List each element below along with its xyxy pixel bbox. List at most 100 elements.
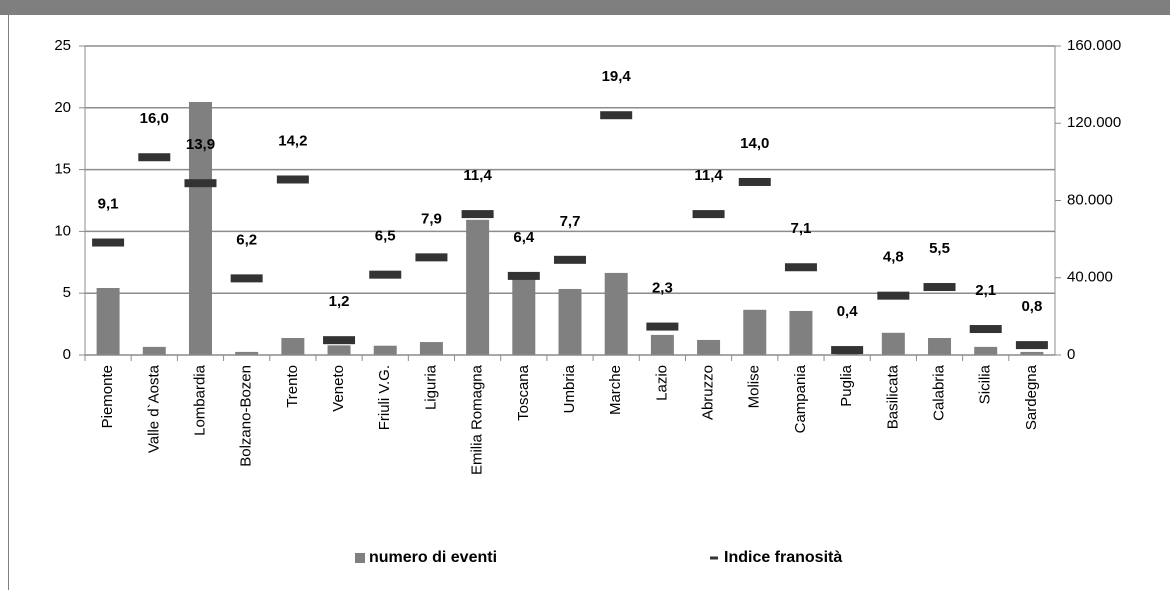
data-label: 7,9 bbox=[421, 210, 442, 227]
bar bbox=[188, 102, 212, 355]
marker bbox=[507, 271, 540, 280]
data-label: 19,4 bbox=[602, 68, 632, 85]
data-label: 4,8 bbox=[883, 249, 904, 266]
x-tick-label: Bolzano-Bozen bbox=[238, 365, 255, 467]
x-tick-label: Valle d`Aosta bbox=[145, 364, 162, 453]
legend-label: numero di eventi bbox=[369, 549, 497, 566]
marker bbox=[1015, 341, 1048, 350]
marker bbox=[646, 322, 679, 331]
x-tick-label: Basilicata bbox=[884, 364, 901, 429]
x-tick-label: Liguria bbox=[422, 364, 439, 410]
x-tick-label: Campania bbox=[792, 364, 809, 433]
x-tick-label: Piemonte bbox=[99, 365, 116, 428]
marker bbox=[877, 291, 910, 300]
data-label: 6,5 bbox=[375, 228, 396, 245]
marker bbox=[369, 270, 402, 279]
bar bbox=[466, 219, 490, 355]
legend-swatch bbox=[710, 556, 718, 560]
bar bbox=[142, 346, 166, 355]
x-tick-label: Friuli V.G. bbox=[376, 365, 393, 430]
y-tick-label: 10 bbox=[54, 222, 71, 239]
data-label: 5,5 bbox=[929, 240, 950, 257]
data-label: 2,1 bbox=[975, 282, 996, 299]
x-tick-label: Toscana bbox=[515, 364, 532, 421]
y-tick-label: 15 bbox=[54, 161, 71, 178]
x-tick-label: Marche bbox=[607, 365, 624, 415]
x-tick-label: Emilia Romagna bbox=[469, 364, 486, 475]
bar bbox=[743, 309, 767, 355]
legend-label: Indice franosità bbox=[724, 549, 842, 566]
bar bbox=[789, 310, 813, 355]
bar bbox=[96, 287, 120, 355]
marker bbox=[831, 346, 864, 355]
data-label: 14,0 bbox=[740, 135, 769, 152]
bar bbox=[650, 334, 674, 355]
marker bbox=[600, 111, 633, 120]
bar bbox=[327, 345, 351, 355]
x-tick-label: Umbria bbox=[561, 364, 578, 413]
marker bbox=[184, 179, 217, 188]
data-label: 11,4 bbox=[694, 167, 723, 184]
x-tick-label: Puglia bbox=[838, 364, 855, 406]
marker bbox=[92, 238, 125, 247]
marker bbox=[230, 274, 263, 283]
bar bbox=[974, 346, 998, 355]
marker bbox=[923, 283, 956, 292]
bar bbox=[604, 272, 628, 355]
marker bbox=[323, 336, 356, 345]
y2-tick-label: 160.000 bbox=[1067, 37, 1121, 54]
marker bbox=[276, 175, 309, 184]
bar bbox=[281, 338, 305, 355]
data-label: 11,4 bbox=[463, 167, 492, 184]
bar bbox=[419, 342, 443, 355]
data-label: 13,9 bbox=[186, 136, 215, 153]
x-tick-label: Calabria bbox=[930, 364, 947, 421]
marker bbox=[461, 210, 494, 219]
y2-tick-label: 40.000 bbox=[1067, 269, 1113, 286]
data-label: 1,2 bbox=[329, 293, 350, 310]
bar bbox=[512, 275, 536, 355]
bar bbox=[881, 332, 905, 355]
y-tick-label: 5 bbox=[63, 284, 71, 301]
x-tick-label: Lombardia bbox=[191, 364, 208, 436]
bar bbox=[1020, 351, 1044, 355]
marker bbox=[738, 177, 771, 186]
bar bbox=[235, 351, 259, 355]
data-label: 2,3 bbox=[652, 280, 673, 297]
x-tick-label: Molise bbox=[746, 365, 763, 408]
data-label: 7,1 bbox=[791, 220, 812, 237]
marker bbox=[554, 255, 586, 264]
data-label: 6,4 bbox=[513, 229, 535, 246]
x-tick-label: Sardegna bbox=[1023, 364, 1040, 430]
data-label: 0,8 bbox=[1021, 298, 1042, 315]
x-tick-label: Veneto bbox=[330, 365, 347, 412]
x-tick-label: Lazio bbox=[653, 365, 670, 401]
y2-tick-label: 0 bbox=[1067, 346, 1075, 363]
y2-tick-label: 80.000 bbox=[1067, 191, 1113, 208]
marker bbox=[692, 210, 725, 219]
x-tick-label: Sicilia bbox=[977, 364, 994, 404]
data-label: 16,0 bbox=[140, 110, 169, 127]
marker bbox=[784, 263, 817, 272]
data-label: 14,2 bbox=[278, 132, 307, 149]
data-label: 6,2 bbox=[236, 231, 257, 248]
data-label: 0,4 bbox=[837, 303, 859, 320]
y2-tick-label: 120.000 bbox=[1067, 114, 1121, 131]
marker bbox=[415, 253, 448, 262]
y-tick-label: 0 bbox=[63, 346, 71, 363]
x-tick-label: Trento bbox=[284, 365, 301, 408]
bar bbox=[373, 345, 397, 355]
bar bbox=[928, 338, 952, 355]
bar bbox=[558, 288, 582, 355]
header-bar bbox=[0, 0, 1170, 15]
data-label: 7,7 bbox=[560, 213, 581, 230]
y-tick-label: 25 bbox=[54, 37, 71, 54]
x-tick-label: Abruzzo bbox=[700, 365, 717, 420]
marker bbox=[969, 325, 1002, 334]
legend-swatch bbox=[355, 553, 365, 563]
y-tick-label: 20 bbox=[54, 99, 71, 116]
data-label: 9,1 bbox=[98, 195, 119, 212]
marker bbox=[138, 153, 171, 162]
bar bbox=[697, 339, 721, 355]
